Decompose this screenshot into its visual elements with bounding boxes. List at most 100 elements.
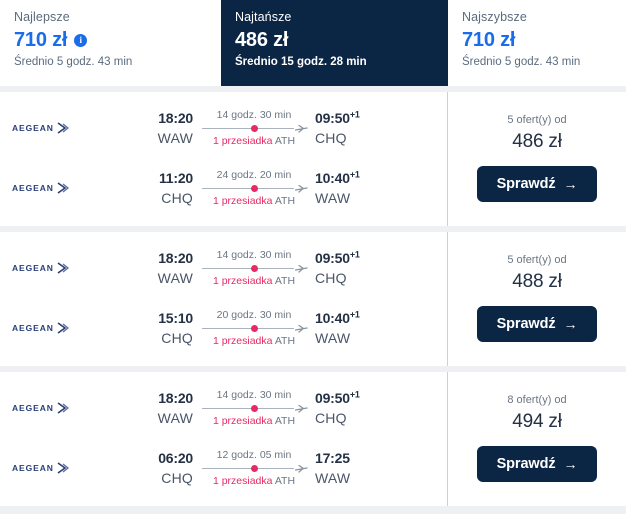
aegean-logo-icon: AEGEAN [12, 462, 71, 474]
departure-time: 18:20 [158, 249, 193, 266]
plane-icon [294, 182, 308, 200]
arrow-right-icon: → [563, 315, 578, 332]
timeline-bar [202, 402, 308, 414]
flight-leg: AEGEAN 11:20 CHQ 24 godz. 20 min [0, 158, 447, 218]
arrival-airport-code: CHQ [315, 409, 347, 426]
stops-info: 1 przesiadka ATH [202, 334, 306, 348]
timeline-bar [202, 122, 308, 134]
arrival-endpoint: 17:25 WAW [306, 449, 378, 488]
timeline-bar [202, 462, 308, 474]
stopover-airport-code: ATH [274, 415, 296, 427]
plane-icon [294, 462, 308, 480]
check-offer-button[interactable]: Sprawdź → [476, 445, 598, 482]
timeline-line [202, 187, 294, 189]
aegean-logo-icon: AEGEAN [12, 122, 71, 134]
arrival-time: 09:50+1 [315, 109, 378, 128]
swoosh-icon [57, 182, 69, 194]
departure-airport-code: CHQ [161, 189, 193, 206]
arrival-time-value: 10:40 [315, 309, 350, 326]
arrival-time-value: 09:50 [315, 109, 350, 126]
flight-result-card[interactable]: AEGEAN 18:20 WAW 14 godz. 30 min [0, 372, 626, 506]
flight-legs: AEGEAN 18:20 WAW 14 godz. 30 min [0, 232, 448, 366]
swoosh-icon [57, 402, 69, 414]
check-offer-button[interactable]: Sprawdź → [476, 165, 598, 202]
stops-info: 1 przesiadka ATH [202, 134, 306, 148]
departure-airport-code: WAW [157, 129, 193, 146]
flight-duration: 14 godz. 30 min [216, 389, 292, 401]
departure-endpoint: 18:20 WAW [140, 249, 202, 288]
offers-count-label: 5 ofert(y) od [507, 113, 567, 126]
stops-count: 1 przesiadka [212, 415, 273, 427]
departure-time: 15:10 [158, 309, 193, 326]
tab-price: 710 zł [14, 29, 68, 51]
airline-logo: AEGEAN [0, 402, 140, 414]
arrival-time: 09:50+1 [315, 249, 378, 268]
tab-najlepsze[interactable]: Najlepsze 710 zł i Średnio 5 godz. 43 mi… [0, 0, 221, 86]
departure-airport-code: CHQ [161, 469, 193, 486]
arrival-day-offset: +1 [349, 108, 360, 119]
arrival-time: 10:40+1 [315, 309, 378, 328]
arrival-endpoint: 09:50+1 CHQ [306, 109, 378, 148]
flight-leg: AEGEAN 18:20 WAW 14 godz. 30 min [0, 98, 447, 158]
arrow-right-icon: → [563, 175, 578, 192]
airline-logo: AEGEAN [0, 322, 140, 334]
plane-icon [294, 262, 308, 280]
stopover-airport-code: ATH [274, 195, 296, 207]
tab-price-row: 710 zł [462, 28, 626, 52]
offer-price: 486 zł [512, 130, 562, 152]
tab-price-row: 486 zł [235, 28, 448, 52]
tab-najszybsze[interactable]: Najszybsze 710 zł Średnio 5 godz. 43 min [448, 0, 626, 86]
airline-name: AEGEAN [12, 123, 54, 133]
tab-price-row: 710 zł i [14, 28, 221, 52]
tab-najtansze[interactable]: Najtańsze 486 zł Średnio 15 godz. 28 min [221, 0, 448, 86]
flight-result-card[interactable]: AEGEAN 18:20 WAW 14 godz. 30 min [0, 92, 626, 226]
flight-duration: 12 godz. 05 min [216, 449, 292, 461]
arrival-airport-code: WAW [315, 329, 351, 346]
airline-name: AEGEAN [12, 183, 54, 193]
stops-info: 1 przesiadka ATH [202, 194, 306, 208]
timeline-line [202, 467, 294, 469]
tab-subtitle: Średnio 5 godz. 43 min [14, 56, 133, 68]
arrival-time-value: 10:40 [315, 169, 350, 186]
stopover-dot-icon [250, 404, 258, 412]
plane-icon [294, 322, 308, 340]
stopover-airport-code: ATH [274, 335, 296, 347]
departure-airport-code: CHQ [161, 329, 193, 346]
swoosh-icon [57, 322, 69, 334]
flight-leg: AEGEAN 15:10 CHQ 20 godz. 30 min [0, 298, 447, 358]
arrival-endpoint: 09:50+1 CHQ [306, 249, 378, 288]
arrival-airport-code: CHQ [315, 269, 347, 286]
plane-icon [294, 402, 308, 420]
departure-endpoint: 15:10 CHQ [140, 309, 202, 348]
check-offer-button[interactable]: Sprawdź → [476, 305, 598, 342]
airline-logo: AEGEAN [0, 262, 140, 274]
timeline-bar [202, 182, 308, 194]
airline-name: AEGEAN [12, 403, 54, 413]
arrival-airport-code: CHQ [315, 129, 347, 146]
arrival-endpoint: 09:50+1 CHQ [306, 389, 378, 428]
stopover-dot-icon [250, 124, 258, 132]
stopover-airport-code: ATH [274, 275, 296, 287]
offers-count-label: 8 ofert(y) od [507, 393, 567, 406]
flight-duration: 20 godz. 30 min [216, 309, 292, 321]
stops-count: 1 przesiadka [212, 195, 273, 207]
arrival-day-offset: +1 [349, 168, 360, 179]
swoosh-icon [57, 262, 69, 274]
offer-price: 488 zł [512, 270, 562, 292]
arrival-endpoint: 10:40+1 WAW [306, 309, 378, 348]
offer-price: 494 zł [512, 410, 562, 432]
departure-endpoint: 18:20 WAW [140, 109, 202, 148]
swoosh-icon [57, 122, 69, 134]
flight-leg: AEGEAN 18:20 WAW 14 godz. 30 min [0, 238, 447, 298]
arrival-day-offset: +1 [349, 308, 360, 319]
flight-legs: AEGEAN 18:20 WAW 14 godz. 30 min [0, 372, 448, 506]
stopover-airport-code: ATH [274, 135, 296, 147]
info-icon[interactable]: i [74, 33, 88, 47]
departure-time: 11:20 [158, 169, 193, 186]
flight-duration: 14 godz. 30 min [216, 249, 292, 261]
tab-label: Najlepsze [14, 10, 70, 24]
flight-result-card[interactable]: AEGEAN 18:20 WAW 14 godz. 30 min [0, 232, 626, 366]
stopover-dot-icon [250, 184, 258, 192]
airline-name: AEGEAN [12, 323, 54, 333]
stops-info: 1 przesiadka ATH [202, 414, 306, 428]
